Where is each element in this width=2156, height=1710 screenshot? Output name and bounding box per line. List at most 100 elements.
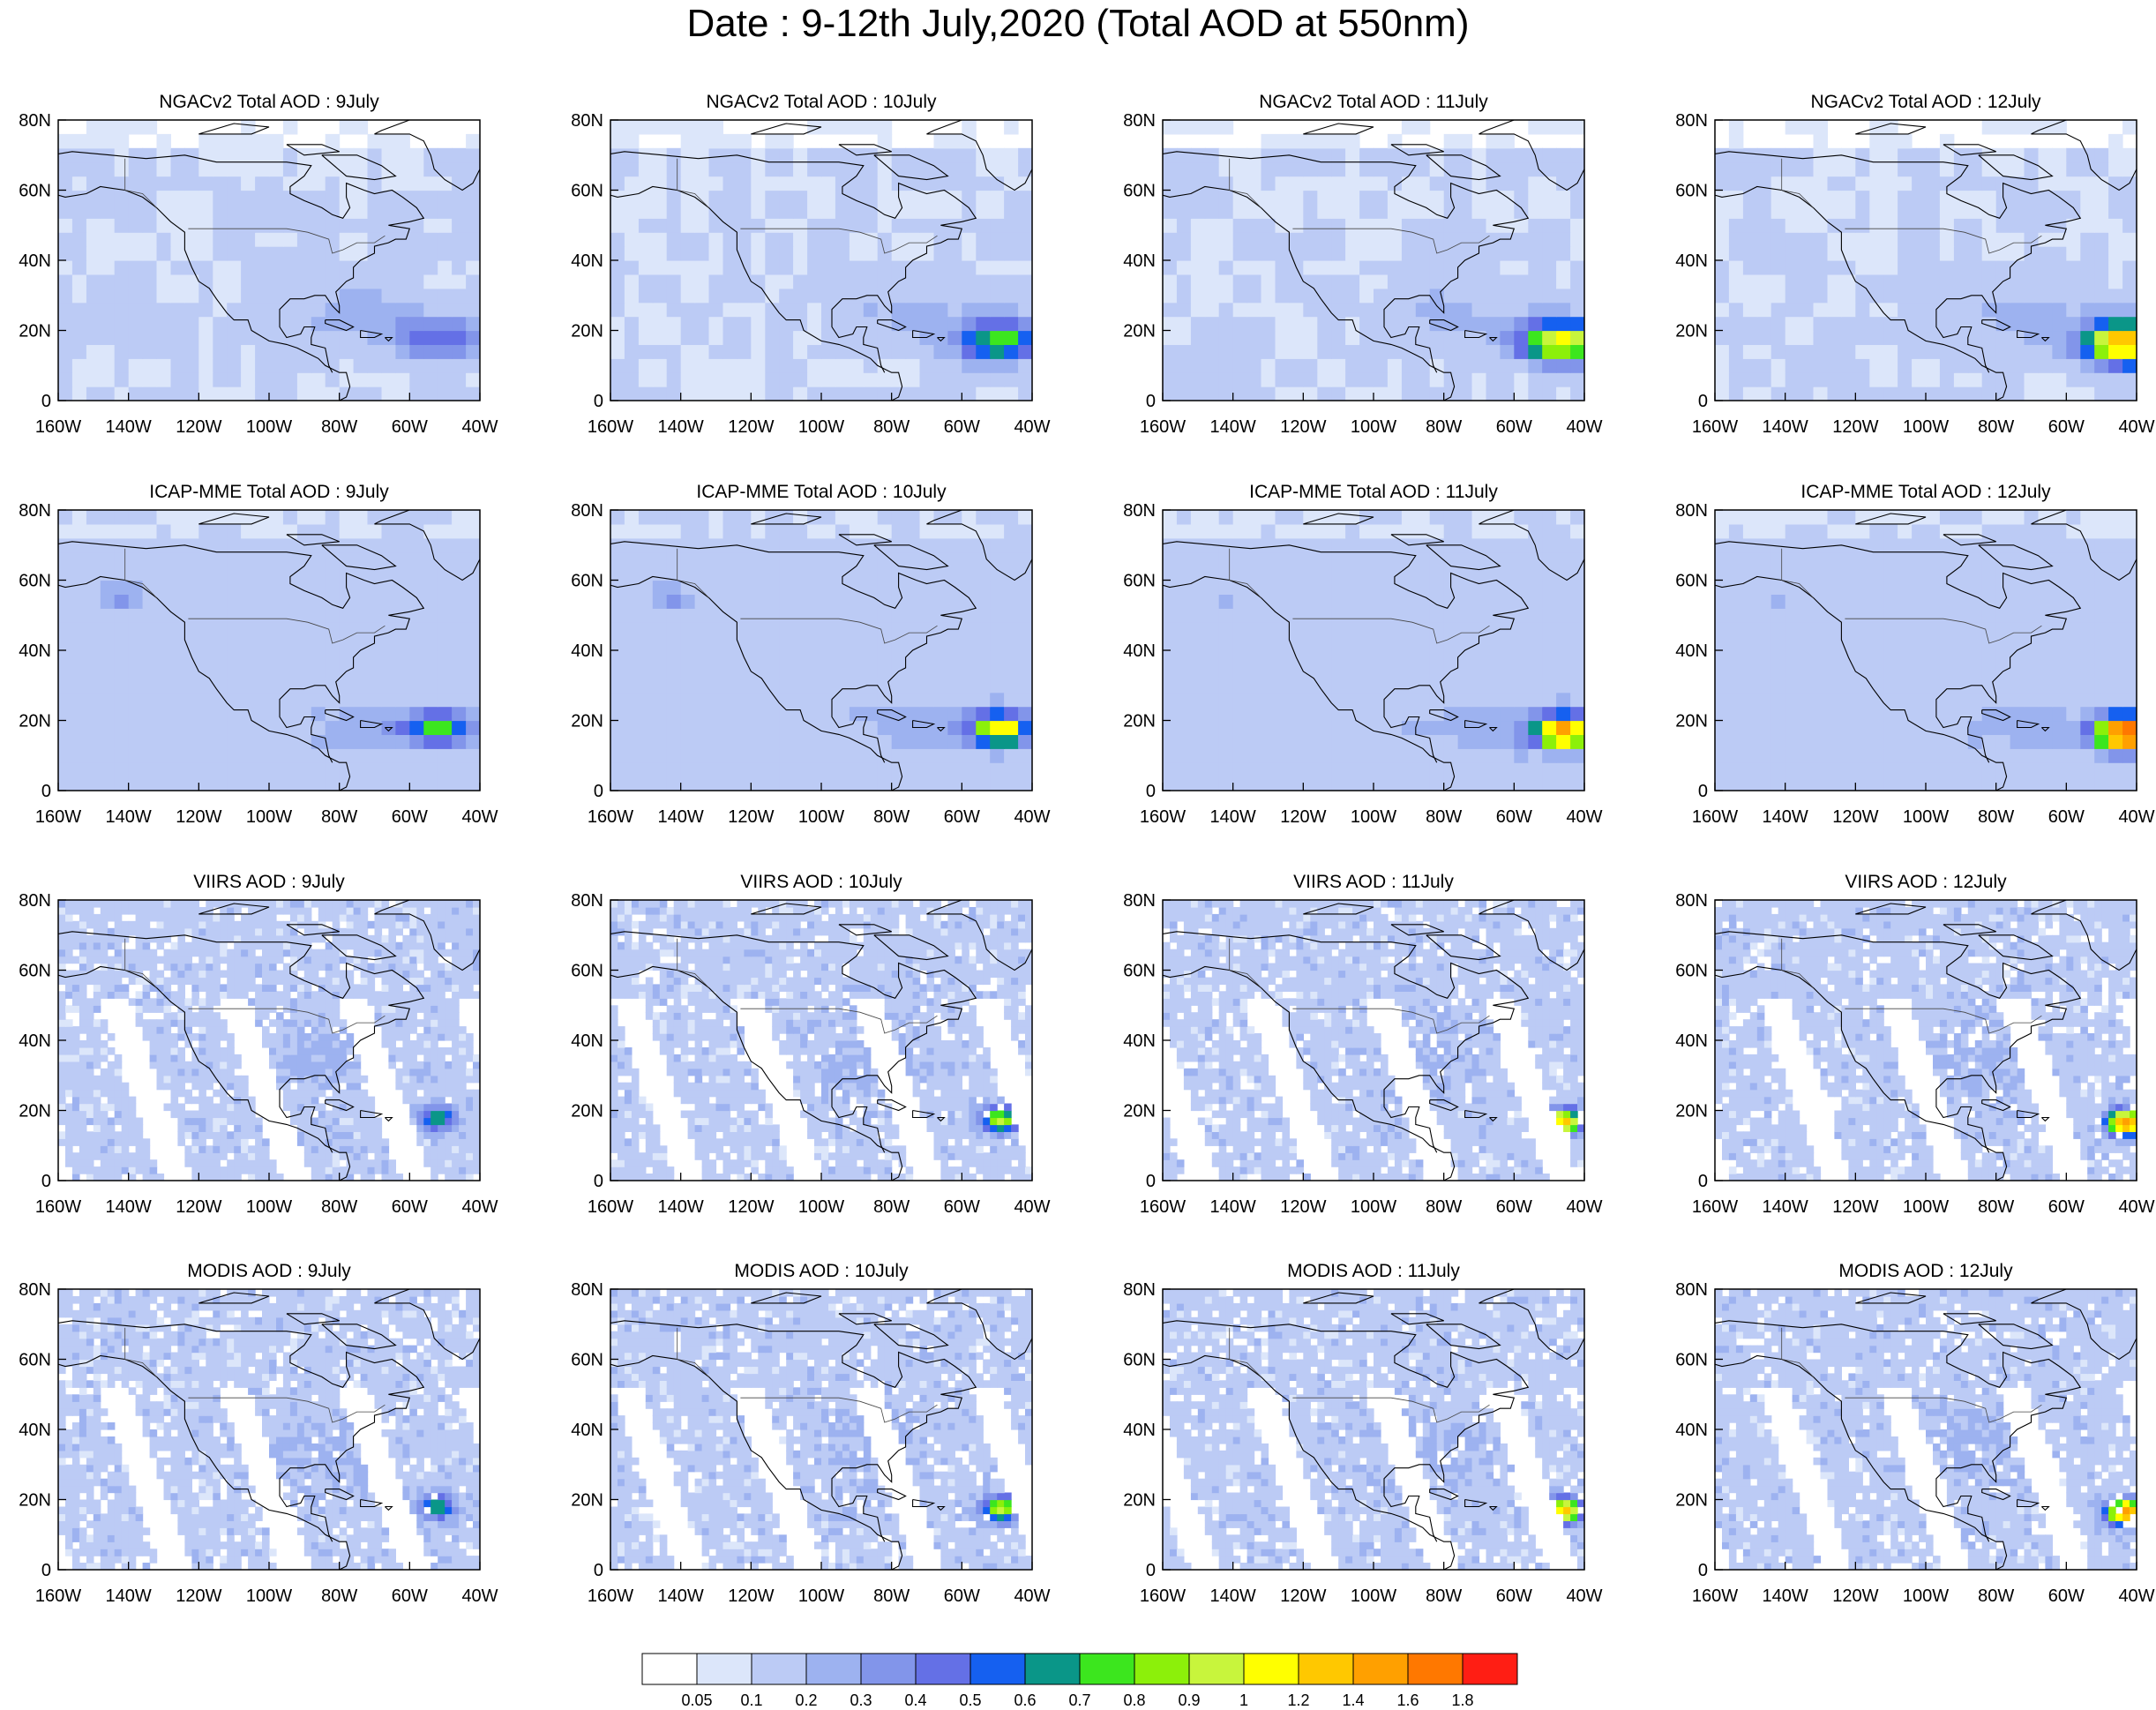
aod-cell: [1939, 706, 1955, 722]
aod-cell: [1345, 692, 1360, 708]
aod-cell: [1785, 358, 1800, 373]
aod-cell: [1799, 274, 1815, 289]
aod-cell: [2080, 748, 2095, 763]
aod-cell: [466, 372, 480, 387]
aod-cell: [1883, 246, 1898, 261]
aod-cell: [1756, 232, 1772, 247]
aod-cell: [1898, 608, 1913, 623]
border-line: [1292, 228, 1490, 254]
aod-cell: [2080, 551, 2095, 567]
aod-cell: [933, 776, 948, 791]
aod-cell: [1883, 762, 1898, 777]
aod-cell: [891, 734, 907, 749]
aod-cell: [170, 274, 185, 289]
aod-cell: [296, 358, 312, 373]
aod-cell: [1387, 664, 1403, 679]
aod-cell: [1018, 720, 1032, 735]
aod-cell: [1953, 260, 1969, 275]
lon-tick-label: 120W: [1280, 417, 1326, 437]
aod-cell: [409, 720, 424, 735]
aod-cell: [919, 537, 934, 553]
aod-cell: [1246, 330, 1262, 345]
aod-cell: [1570, 678, 1584, 694]
aod-cell: [1756, 288, 1772, 304]
coastline-greenland: [1479, 120, 1584, 191]
aod-cell: [2024, 120, 2039, 135]
aod-cell: [821, 636, 836, 651]
aod-cell: [624, 120, 640, 135]
aod-cell: [1883, 650, 1898, 665]
aod-cell: [128, 523, 144, 539]
aod-cell: [1912, 650, 1927, 665]
aod-cell: [751, 664, 766, 679]
aod-cell: [71, 161, 87, 177]
aod-cell: [708, 510, 723, 525]
island: [751, 513, 822, 525]
aod-cell: [1317, 678, 1332, 694]
aod-cell: [694, 566, 710, 581]
aod-cell: [452, 748, 467, 763]
aod-cell: [1443, 260, 1459, 275]
aod-cell: [1953, 204, 1969, 219]
aod-cell: [1500, 344, 1515, 359]
aod-cell: [1289, 720, 1304, 735]
aod-cell: [905, 288, 921, 304]
aod-cell: [409, 734, 424, 749]
border-line: [124, 158, 157, 208]
aod-cell: [184, 204, 199, 219]
aod-cell: [1359, 147, 1374, 163]
aod-cell: [1898, 133, 1913, 149]
aod-cell: [610, 302, 625, 318]
aod-cell: [1728, 246, 1744, 261]
aod-cell: [849, 316, 865, 332]
aod-cell: [1303, 316, 1318, 332]
lon-tick-label: 60W: [392, 417, 428, 437]
aod-cell: [241, 762, 256, 777]
aod-cell: [1317, 580, 1332, 595]
aod-cell: [793, 594, 808, 609]
aod-cell: [1981, 218, 1997, 233]
aod-cell: [1883, 720, 1898, 735]
aod-cell: [227, 204, 242, 219]
aod-cell: [156, 762, 171, 777]
aod-cell: [1163, 372, 1178, 387]
aod-cell: [891, 720, 907, 735]
aod-cell: [409, 622, 424, 637]
aod-cell: [1841, 580, 1856, 595]
aod-cell: [1471, 510, 1486, 525]
aod-cell: [213, 776, 228, 791]
aod-cell: [466, 161, 480, 177]
aod-cell: [1275, 176, 1290, 191]
aod-cell: [1770, 523, 1786, 539]
aod-cell: [438, 566, 453, 581]
aod-cell: [1246, 176, 1262, 191]
aod-cell: [990, 734, 1005, 749]
aod-cell: [1345, 594, 1360, 609]
aod-cell: [1728, 622, 1744, 637]
aod-cell: [933, 302, 948, 318]
aod-cell: [1528, 762, 1543, 777]
aod-cell: [680, 386, 696, 401]
aod-cell: [1176, 344, 1192, 359]
aod-cell: [1912, 161, 1927, 177]
aod-cell: [976, 678, 991, 694]
aod-cell: [311, 260, 326, 275]
aod-cell: [395, 692, 410, 708]
aod-cell: [962, 594, 977, 609]
island: [912, 329, 936, 339]
aod-cell: [1967, 330, 1983, 345]
aod-cell: [1359, 650, 1374, 665]
aod-cell: [339, 734, 355, 749]
aod-cell: [666, 720, 682, 735]
aod-cell: [1176, 734, 1192, 749]
aod-cell: [849, 566, 865, 581]
aod-cell: [2122, 386, 2137, 401]
aod-cell: [1401, 316, 1417, 332]
aod-cell: [765, 720, 780, 735]
aod-cell: [807, 386, 822, 401]
aod-cell: [1018, 523, 1032, 539]
lat-tick-label: 60N: [1675, 182, 1708, 201]
aod-cell: [1471, 232, 1486, 247]
aod-cell: [751, 330, 766, 345]
aod-cell: [1429, 330, 1445, 345]
